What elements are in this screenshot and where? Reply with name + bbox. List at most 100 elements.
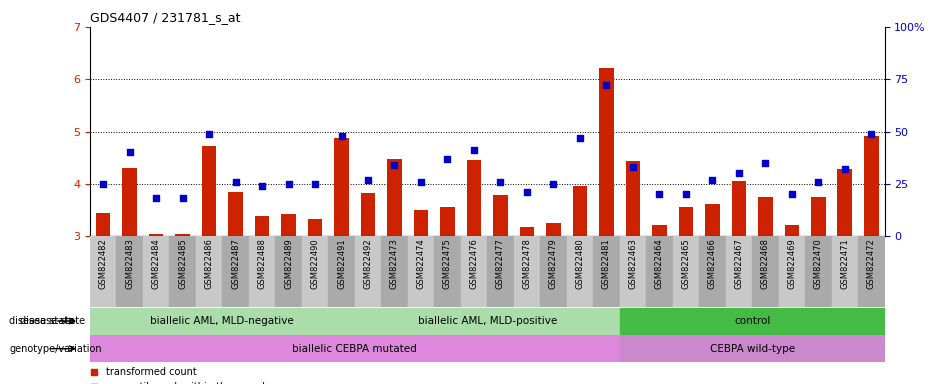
Point	[599, 83, 614, 89]
Bar	[567, 236, 593, 307]
Bar	[625, 161, 640, 236]
Bar	[487, 236, 514, 307]
Point	[149, 195, 164, 202]
Bar	[572, 187, 587, 236]
Point	[175, 195, 190, 202]
Text: GSM822474: GSM822474	[416, 238, 426, 289]
Bar	[355, 308, 620, 334]
Text: GSM822466: GSM822466	[708, 238, 717, 289]
Bar	[228, 192, 243, 236]
Bar	[652, 225, 667, 236]
Point	[86, 369, 101, 375]
Bar	[254, 216, 270, 236]
Bar	[779, 236, 805, 307]
Text: GSM822480: GSM822480	[575, 238, 585, 289]
Bar	[90, 308, 355, 334]
Bar	[758, 197, 773, 236]
Point	[254, 183, 270, 189]
Bar	[784, 225, 799, 236]
Point	[122, 149, 137, 156]
Point	[413, 179, 429, 185]
Text: disease state: disease state	[20, 316, 85, 326]
Bar	[249, 236, 275, 307]
Text: GSM822487: GSM822487	[231, 238, 240, 289]
Point	[705, 177, 720, 183]
Text: percentile rank within the sample: percentile rank within the sample	[106, 382, 271, 384]
Point	[864, 131, 879, 137]
Text: GSM822471: GSM822471	[840, 238, 850, 289]
Bar	[519, 227, 534, 236]
Bar	[514, 236, 540, 307]
Point	[784, 191, 799, 197]
Bar	[96, 213, 111, 236]
Point	[572, 135, 587, 141]
Point	[493, 179, 508, 185]
Text: biallelic AML, MLD-positive: biallelic AML, MLD-positive	[417, 316, 557, 326]
Bar	[90, 335, 620, 362]
Point	[307, 181, 323, 187]
Text: GSM822464: GSM822464	[655, 238, 664, 289]
Bar	[620, 308, 885, 334]
Bar	[864, 136, 879, 236]
Text: CEBPA wild-type: CEBPA wild-type	[710, 344, 795, 354]
Text: GSM822470: GSM822470	[814, 238, 823, 289]
Text: GSM822489: GSM822489	[284, 238, 293, 289]
Bar	[413, 210, 429, 236]
Bar	[201, 146, 217, 236]
Bar	[699, 236, 726, 307]
Point	[625, 164, 640, 170]
Bar	[493, 195, 508, 236]
Bar	[620, 236, 646, 307]
Point	[519, 189, 534, 195]
Bar	[302, 236, 328, 307]
Bar	[307, 219, 323, 236]
Bar	[122, 168, 137, 236]
Point	[440, 156, 455, 162]
Bar	[466, 160, 482, 236]
Point	[811, 179, 826, 185]
Text: GSM822465: GSM822465	[681, 238, 691, 289]
Text: GSM822484: GSM822484	[151, 238, 161, 289]
Bar	[143, 236, 169, 307]
Point	[387, 162, 402, 168]
Text: GSM822485: GSM822485	[178, 238, 187, 289]
Bar	[858, 236, 885, 307]
Text: GSM822486: GSM822486	[204, 238, 214, 289]
Bar	[593, 236, 620, 307]
Bar	[646, 236, 673, 307]
Bar	[837, 169, 852, 236]
Bar	[805, 236, 832, 307]
Bar	[726, 236, 752, 307]
Bar	[705, 204, 720, 236]
Text: GSM822467: GSM822467	[734, 238, 744, 289]
Bar	[599, 68, 614, 236]
Bar	[360, 193, 376, 236]
Text: GSM822463: GSM822463	[628, 238, 638, 289]
Point	[96, 181, 111, 187]
Text: GSM822492: GSM822492	[363, 238, 373, 289]
Point	[201, 131, 217, 137]
Text: GSM822476: GSM822476	[469, 238, 479, 289]
Point	[360, 177, 376, 183]
Bar	[752, 236, 779, 307]
Text: GSM822469: GSM822469	[787, 238, 797, 289]
Text: GSM822472: GSM822472	[867, 238, 876, 289]
Bar	[811, 197, 826, 236]
Text: GSM822477: GSM822477	[496, 238, 505, 289]
Text: genotype/variation: genotype/variation	[9, 344, 102, 354]
Bar	[222, 236, 249, 307]
Point	[758, 160, 773, 166]
Bar	[678, 207, 693, 236]
Text: GSM822479: GSM822479	[549, 238, 558, 289]
Point	[837, 166, 852, 172]
Point	[228, 179, 243, 185]
Point	[281, 181, 296, 187]
Point	[334, 132, 349, 139]
Text: GSM822491: GSM822491	[337, 238, 346, 289]
Bar	[673, 236, 699, 307]
Bar	[175, 233, 190, 236]
Text: GSM822488: GSM822488	[257, 238, 267, 289]
Bar	[540, 236, 567, 307]
Bar	[387, 159, 402, 236]
Bar	[440, 207, 455, 236]
